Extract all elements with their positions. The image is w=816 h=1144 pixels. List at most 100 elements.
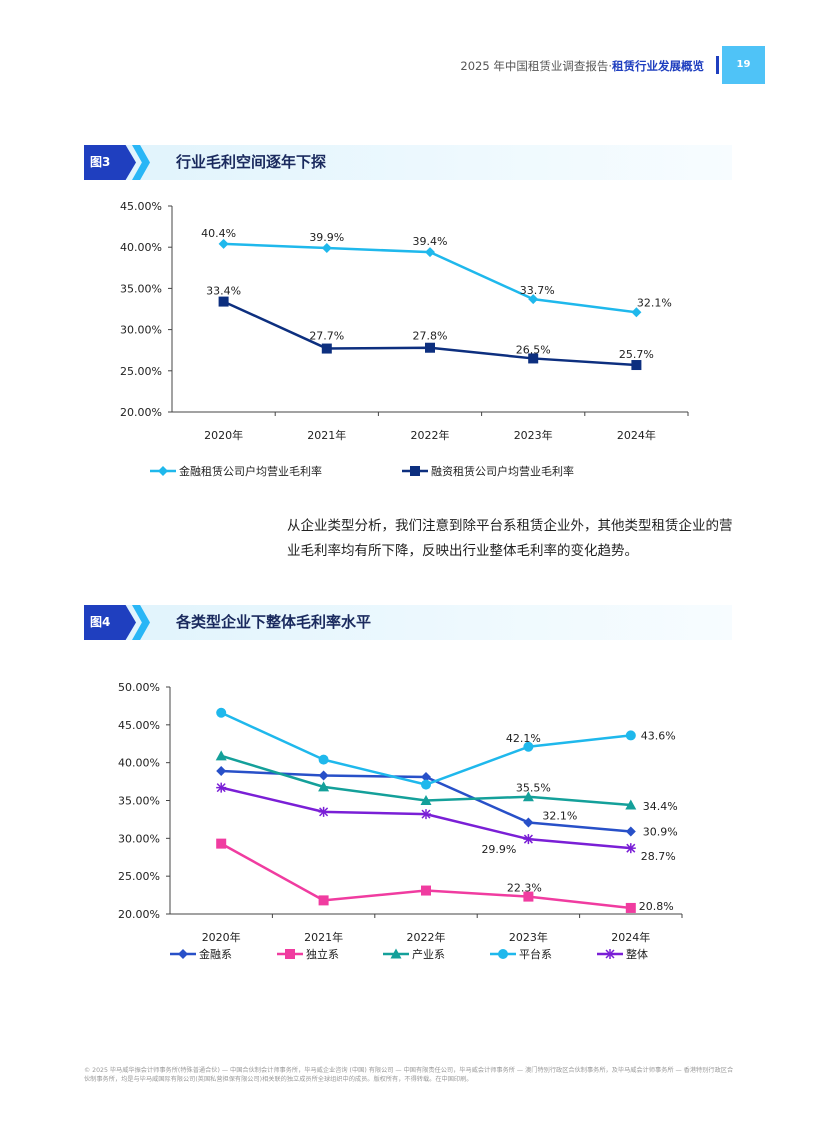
legend-marker (498, 949, 508, 959)
y-tick-label: 40.00% (118, 757, 160, 770)
data-point (216, 782, 227, 793)
star-marker-stroke (523, 834, 533, 844)
y-tick-label: 40.00% (120, 241, 162, 254)
data-point (421, 772, 431, 783)
figure3-title: 行业毛利空间逐年下探 (176, 153, 327, 171)
legend-label: 平台系 (519, 947, 552, 961)
data-label: 26.5% (516, 343, 551, 356)
y-tick-label: 35.00% (118, 795, 160, 808)
legend-item: 融资租赁公司户均营业毛利率 (402, 464, 574, 478)
y-tick-label: 20.00% (120, 406, 162, 419)
star-marker-stroke (421, 809, 431, 819)
series-line (223, 300, 637, 367)
report-title-prefix: 2025 年中国租赁业调查报告· (460, 59, 612, 73)
series-0: 32.1% 30.9% (216, 765, 678, 839)
star-marker-stroke (626, 843, 636, 853)
data-point (631, 360, 642, 371)
body-paragraph: 从企业类型分析，我们注意到除平台系租赁企业外，其他类型租赁企业的营业毛利率均有所… (287, 518, 733, 559)
section-title: 租赁行业发展概览 (612, 59, 704, 73)
data-label: 34.4% (643, 800, 678, 813)
legend-item: 产业系 (383, 947, 445, 961)
data-label: 33.4% (206, 285, 241, 298)
legend-marker (605, 949, 615, 959)
data-point (218, 296, 229, 307)
data-label: 20.8% (639, 900, 674, 913)
data-point (318, 770, 329, 781)
data-label: 39.9% (309, 231, 344, 244)
data-label: 28.7% (641, 850, 676, 863)
data-point (425, 342, 435, 353)
data-point (528, 353, 539, 364)
data-label: 22.3% (507, 882, 542, 895)
y-tick-label: 35.00% (120, 282, 162, 295)
series-1: 33.4% 27.7% 27.8% 26.5% 25.7% (206, 285, 654, 371)
report-title: 2025 年中国租赁业调查报告·租赁行业发展概览 (460, 58, 704, 74)
data-point (625, 902, 636, 913)
figure3-badge: 图3 (84, 145, 136, 180)
data-point (625, 843, 636, 854)
y-tick-label: 25.00% (118, 870, 160, 883)
y-tick-label: 45.00% (120, 200, 162, 213)
data-label: 35.5% (516, 782, 551, 795)
star-marker-stroke (216, 783, 226, 793)
star-marker-stroke (626, 843, 636, 853)
legend-label: 产业系 (412, 947, 445, 961)
data-point (215, 750, 227, 761)
data-label: 40.4% (201, 227, 236, 240)
legend-item: 独立系 (277, 947, 339, 961)
data-label: 27.8% (413, 330, 448, 343)
y-tick-label: 30.00% (120, 324, 162, 337)
series-4: 29.9% 28.7% (216, 782, 676, 863)
header-divider (716, 56, 719, 74)
data-point (218, 238, 229, 249)
star-marker-stroke (605, 949, 615, 959)
data-point (523, 741, 534, 752)
star-marker-stroke (605, 949, 615, 959)
x-tick-label: 2021年 (304, 930, 343, 944)
copyright-footer: © 2025 毕马威华振会计师事务所(特殊普通合伙) — 中国合伙制会计师事务所… (84, 1067, 734, 1083)
star-marker-stroke (319, 807, 329, 817)
legend-label: 独立系 (306, 947, 339, 961)
y-tick-label: 20.00% (118, 908, 160, 921)
legend-label: 金融租赁公司户均营业毛利率 (179, 464, 322, 478)
data-label: 27.7% (309, 330, 344, 343)
data-point (631, 307, 642, 318)
x-tick-label: 2022年 (411, 428, 450, 442)
x-tick-label: 2020年 (202, 930, 241, 944)
data-point (420, 795, 432, 805)
data-point (421, 885, 431, 896)
data-point (318, 806, 329, 817)
legend-marker (285, 949, 295, 959)
series-line (220, 754, 631, 807)
legend-item: 金融系 (170, 947, 232, 961)
x-tick-label: 2024年 (611, 930, 650, 944)
series-line (220, 711, 631, 786)
figure4-title: 各类型企业下整体毛利率水平 (176, 613, 372, 631)
star-marker-stroke (319, 807, 329, 817)
x-tick-label: 2022年 (407, 930, 446, 944)
star-marker-stroke (523, 834, 533, 844)
series-line (220, 842, 631, 910)
x-tick-label: 2023年 (509, 930, 548, 944)
figure4-banner: 图4 各类型企业下整体毛利率水平 (84, 605, 732, 640)
legend-label: 融资租赁公司户均营业毛利率 (431, 464, 574, 478)
data-point (528, 294, 539, 305)
data-label: 43.6% (641, 729, 676, 742)
series-1: 22.3% 20.8% (216, 838, 674, 913)
x-tick-label: 2021年 (307, 428, 346, 442)
legend-label: 整体 (626, 947, 648, 961)
x-tick-label: 2023年 (514, 428, 553, 442)
legend-item: 整体 (597, 947, 648, 961)
data-point (216, 707, 227, 718)
series-line (223, 242, 637, 314)
series-0: 40.4% 39.9% 39.4% 33.7% 32.1% (201, 227, 672, 318)
data-label: 30.9% (643, 826, 678, 839)
page-header: 2025 年中国租赁业调查报告·租赁行业发展概览 19 (0, 46, 816, 86)
y-tick-label: 30.00% (118, 832, 160, 845)
figure3-banner: 图3 行业毛利空间逐年下探 (84, 145, 732, 180)
data-point (321, 243, 332, 254)
data-point (421, 779, 431, 790)
data-point (216, 765, 227, 776)
data-point (318, 781, 330, 792)
data-label: 39.4% (413, 235, 448, 248)
